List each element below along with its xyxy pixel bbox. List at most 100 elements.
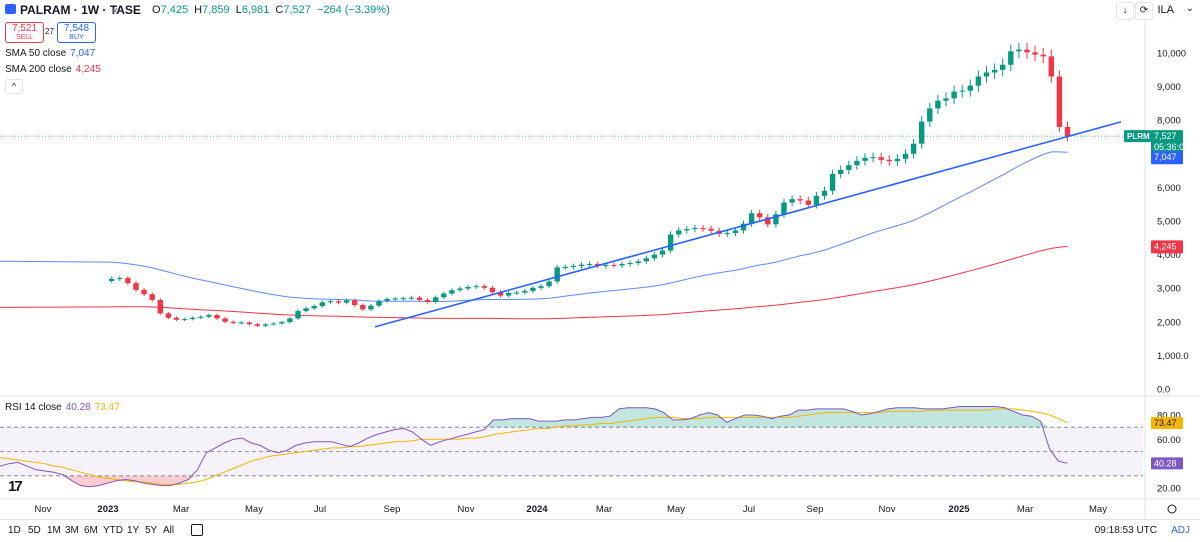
last-price-tag-text: 7,527 (1154, 131, 1177, 141)
candle (546, 279, 552, 289)
candle-body (1000, 64, 1006, 70)
candle (457, 286, 463, 293)
sell-button[interactable]: 7,521 SELL (5, 22, 44, 43)
candle-body (603, 265, 609, 267)
refresh-icon[interactable]: ⟳ (1135, 2, 1153, 20)
range-1d[interactable]: 1D (8, 525, 21, 536)
candle-body (1016, 49, 1022, 52)
candle-body (627, 263, 633, 265)
ohlc-open-key: O (152, 4, 161, 16)
sma50-price-tag: 7,047 (1151, 151, 1183, 165)
candle (1064, 121, 1071, 142)
candle (1024, 42, 1030, 60)
candle-body (983, 72, 990, 77)
candle-body (441, 293, 447, 298)
price-tick-label: 3,000 (1157, 284, 1181, 295)
candle-body (465, 286, 471, 289)
price-tick-label: 0.0 (1157, 385, 1170, 396)
symbol-tag-bg (1124, 130, 1151, 143)
candle (838, 165, 844, 179)
candle (376, 299, 382, 308)
rsi-ma-value: 73.47 (94, 402, 120, 413)
candle (433, 295, 439, 304)
candle-body (700, 228, 706, 230)
candle-body (878, 157, 884, 160)
range-5y[interactable]: 5Y (145, 525, 158, 536)
symbol-title[interactable]: PALRAM · 1W · TASE (20, 3, 141, 17)
candle (343, 298, 350, 305)
symbol-tag: PLRM (1124, 130, 1151, 143)
legend-sma200[interactable]: SMA 200 close 4,245 (5, 64, 101, 75)
adj-toggle[interactable]: ADJ (1171, 525, 1190, 536)
currency-selector[interactable]: ILA (1157, 4, 1174, 16)
sell-price: 7,521 (11, 23, 38, 34)
sma200-line (0, 245, 1068, 320)
spread-value: 27 (45, 27, 54, 36)
candle (287, 317, 293, 324)
range-5d[interactable]: 5D (28, 525, 41, 536)
candles-group (109, 42, 1071, 328)
candle-body (109, 278, 115, 281)
range-1m[interactable]: 1M (47, 525, 61, 536)
price-tick-label: 5,000 (1157, 217, 1181, 228)
candle (319, 300, 325, 308)
candle-body (287, 318, 293, 323)
candle-body (165, 313, 172, 318)
arrow-down-icon[interactable]: ↓ (1116, 2, 1134, 20)
candle-body (951, 91, 957, 99)
candle-body (732, 230, 739, 234)
symbol-tag-text: PLRM (1127, 132, 1150, 141)
candle (627, 260, 633, 267)
ohlc-high-key: H (194, 4, 203, 16)
candle-body (497, 292, 504, 296)
candle (919, 116, 925, 149)
candle (894, 154, 901, 166)
candle-body (481, 286, 487, 288)
ohlc-close: 7,527 (283, 4, 311, 16)
candle-body (311, 306, 317, 309)
buy-label: BUY (69, 34, 84, 41)
chevron-down-icon[interactable]: ⌄ (1185, 3, 1194, 14)
legend-rsi[interactable]: RSI 14 close 40.28 73.47 (5, 402, 120, 413)
range-all[interactable]: All (163, 525, 175, 536)
candle (692, 224, 698, 233)
candle (635, 258, 641, 266)
candle-body (667, 234, 674, 251)
candle (198, 315, 204, 320)
candle (943, 92, 949, 107)
buy-button[interactable]: 7,548 BUY (57, 22, 96, 43)
candle-body (246, 322, 253, 325)
range-3m[interactable]: 3M (65, 525, 79, 536)
collapse-legend-button[interactable]: ^ (5, 79, 23, 94)
price-tick-label: 10,000 (1157, 49, 1186, 60)
candle (651, 251, 658, 261)
ohlc-high: 7,859 (202, 4, 230, 16)
candle (1056, 70, 1063, 133)
range-ytd[interactable]: YTD (103, 525, 123, 536)
rsi-ma-tag-bg (1151, 416, 1183, 429)
range-6m[interactable]: 6M (84, 525, 98, 536)
calendar-icon[interactable] (191, 524, 203, 536)
candle-body (862, 157, 868, 161)
candle-body (214, 315, 220, 319)
candle-body (295, 311, 301, 319)
range-1y[interactable]: 1Y (127, 525, 140, 536)
time-axis-label: Nov (458, 504, 475, 515)
gear-icon[interactable] (1167, 504, 1177, 514)
candle-body (805, 200, 811, 205)
candle-body (781, 202, 787, 215)
candle-body (854, 160, 860, 166)
candle-body (1024, 49, 1030, 53)
candle (724, 229, 730, 237)
close-icon[interactable]: × (111, 3, 119, 18)
buy-price: 7,548 (63, 23, 90, 34)
candle-body (400, 298, 406, 300)
legend-sma50[interactable]: SMA 50 close 7,047 (5, 48, 95, 59)
chart-canvas[interactable]: 10,0009,0008,0007,0006,0005,0004,0003,00… (0, 0, 1200, 519)
rsi-oversold-fill (0, 475, 1068, 487)
candle-body (991, 69, 998, 73)
candle (181, 317, 188, 322)
ohlc-open: 7,425 (160, 4, 189, 16)
candle-body (352, 300, 358, 305)
